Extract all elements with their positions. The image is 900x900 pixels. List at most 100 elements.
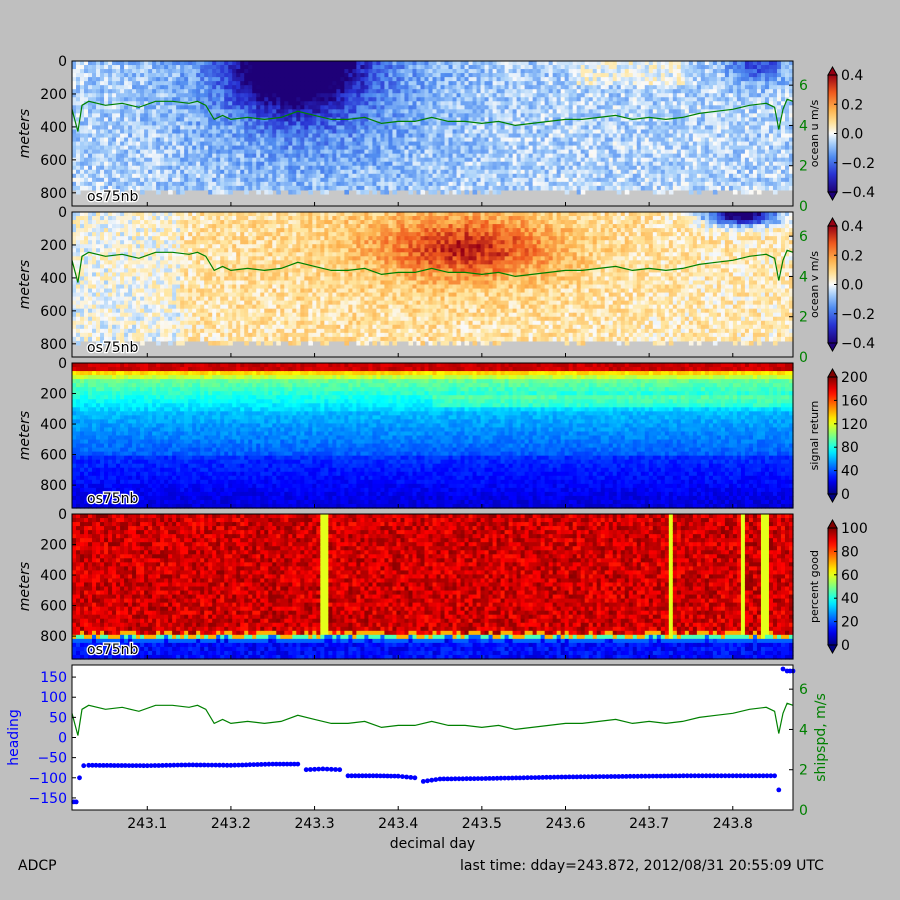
heatmap-cell (288, 93, 293, 98)
heatmap-cell (624, 181, 630, 187)
heatmap-cell (608, 105, 614, 110)
heatmap-cell (252, 97, 257, 102)
heatmap-cell (96, 189, 101, 195)
heatmap-cell (348, 133, 353, 139)
heatmap-cell (168, 177, 173, 183)
heatmap-cell (156, 153, 161, 159)
heatmap-cell (548, 109, 554, 114)
heatmap-cell (424, 105, 430, 110)
heatmap-cell (304, 185, 309, 191)
heatmap-cell (240, 137, 245, 143)
heatmap-cell (312, 61, 317, 66)
heatmap-cell (664, 73, 670, 78)
heatmap-cell (80, 69, 85, 74)
heatmap-cell (596, 181, 602, 187)
heatmap-cell (244, 141, 249, 147)
heatmap-cell (508, 93, 514, 98)
heatmap-cell (516, 93, 522, 98)
heatmap-cell (532, 133, 538, 139)
heatmap-cell (236, 117, 241, 123)
heatmap-cell (444, 93, 450, 98)
heatmap-cell (308, 157, 313, 163)
heatmap-cell (528, 61, 534, 66)
heatmap-cell (472, 189, 478, 195)
heatmap-cell (284, 137, 289, 143)
heatmap-cell (348, 93, 353, 98)
heatmap-cell (340, 97, 345, 102)
heatmap-cell (440, 69, 446, 74)
heatmap-cell (684, 77, 690, 82)
heatmap-cell (464, 121, 470, 127)
heatmap-cell (260, 177, 265, 183)
heatmap-cell (556, 141, 562, 147)
heatmap-cell (616, 189, 622, 195)
heatmap-cell (672, 121, 678, 127)
heatmap-cell (584, 85, 590, 90)
heatmap-cell (164, 109, 169, 114)
heatmap-cell (424, 129, 430, 135)
heatmap-cell (316, 161, 321, 167)
heatmap-cell (296, 149, 301, 155)
heatmap-cell (340, 161, 345, 167)
heatmap-cell (484, 133, 490, 139)
heatmap-cell (492, 161, 498, 167)
heatmap-cell (572, 177, 578, 183)
heatmap-cell (520, 81, 526, 86)
heatmap-cell (224, 145, 229, 151)
heatmap-cell (112, 81, 117, 86)
heatmap-cell (280, 65, 285, 70)
heatmap-cell (452, 73, 458, 78)
heatmap-cell (288, 165, 293, 171)
heatmap-cell (336, 105, 341, 110)
heatmap-cell (360, 97, 366, 102)
heatmap-cell (480, 97, 486, 102)
heatmap-cell (328, 137, 333, 143)
heatmap-cell (280, 149, 285, 155)
heatmap-cell (128, 117, 133, 123)
heatmap-cell (168, 117, 173, 123)
heatmap-cell (88, 117, 93, 123)
heatmap-cell (560, 81, 566, 86)
heatmap-cell (552, 149, 558, 155)
heatmap-cell (380, 101, 386, 106)
heatmap-cell (556, 61, 562, 66)
heatmap-cell (560, 181, 566, 187)
heatmap-cell (272, 145, 277, 151)
heatmap-cell (316, 93, 321, 98)
heatmap-cell (472, 109, 478, 114)
heatmap-cell (196, 133, 201, 139)
heatmap-cell (500, 65, 506, 70)
heatmap-cell (348, 89, 353, 94)
heatmap-cell (248, 73, 253, 78)
heatmap-cell (440, 161, 446, 167)
heatmap-cell (228, 105, 233, 110)
heatmap-cell (364, 69, 370, 74)
heatmap-cell (428, 113, 434, 118)
heatmap-cell (600, 65, 606, 70)
heatmap-cell (644, 177, 650, 183)
heatmap-cell (264, 93, 269, 98)
heatmap-cell (400, 109, 406, 114)
heatmap-cell (516, 65, 522, 70)
heatmap-cell (448, 125, 454, 131)
heatmap-cell (84, 89, 89, 94)
heatmap-cell (216, 173, 221, 179)
heatmap-cell (340, 109, 345, 114)
heatmap-cell (392, 153, 398, 159)
heatmap-cell (444, 161, 450, 167)
heatmap-cell (644, 185, 650, 191)
heatmap-cell (376, 109, 382, 114)
heatmap-cell (392, 61, 398, 66)
heatmap-cell (568, 149, 574, 155)
heatmap-cell (256, 185, 261, 191)
heatmap-cell (544, 77, 550, 82)
heatmap-cell (168, 165, 173, 171)
heatmap-cell (448, 133, 454, 139)
heatmap-cell (580, 153, 586, 159)
heatmap-cell (568, 137, 574, 143)
heatmap-cell (112, 153, 117, 159)
heatmap-cell (108, 181, 113, 187)
heatmap-cell (464, 97, 470, 102)
heatmap-cell (224, 165, 229, 171)
heatmap-cell (412, 61, 418, 66)
